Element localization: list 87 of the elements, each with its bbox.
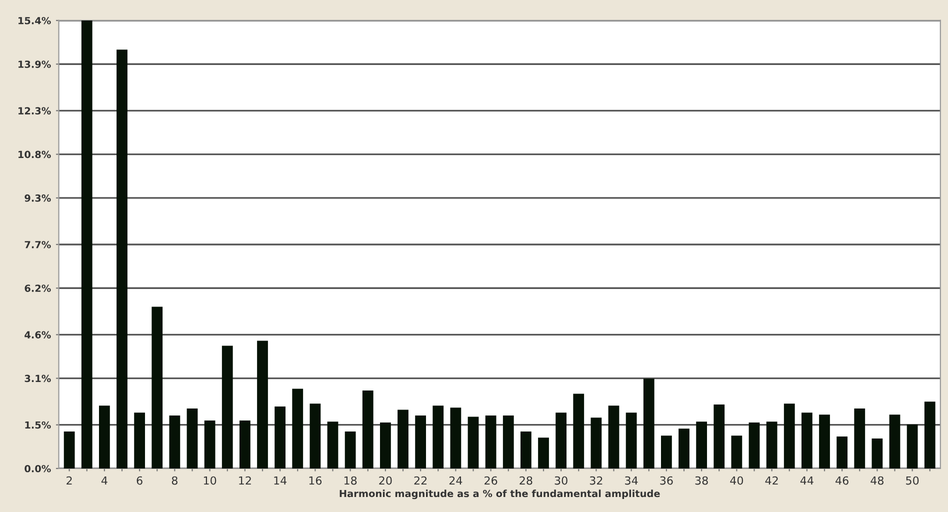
bar — [450, 408, 462, 468]
bar — [152, 306, 163, 468]
x-tick-label: 22 — [414, 476, 427, 485]
bar — [731, 436, 742, 468]
bar — [468, 416, 479, 468]
y-tick-label: 12.3% — [18, 107, 51, 114]
bar — [678, 428, 690, 468]
bar — [239, 420, 250, 468]
y-tick-label: 3.1% — [24, 374, 51, 382]
bar — [924, 402, 936, 468]
bar — [643, 378, 654, 468]
bar — [573, 394, 584, 468]
x-tick-label: 36 — [660, 476, 673, 485]
y-tick-label: 4.6% — [24, 331, 51, 338]
bar — [801, 412, 812, 468]
x-tick-label: 46 — [836, 476, 848, 485]
bar — [626, 412, 637, 468]
bar — [660, 436, 672, 468]
bar — [714, 404, 725, 468]
x-tick-label: 48 — [870, 476, 884, 485]
bar — [327, 422, 338, 468]
bar — [362, 390, 374, 468]
x-tick-label: 12 — [239, 476, 251, 485]
bar — [766, 422, 778, 468]
bar — [608, 406, 620, 468]
x-tick-label: 8 — [172, 476, 178, 485]
bar — [784, 404, 795, 468]
bar — [116, 50, 128, 468]
x-tick-label: 24 — [449, 476, 462, 485]
x-tick-label: 14 — [274, 476, 287, 485]
bar — [889, 414, 900, 468]
x-axis-title: Harmonic magnitude as a % of the fundamental amplitude — [340, 490, 660, 500]
x-tick-label: 2 — [66, 476, 72, 485]
bar — [854, 408, 866, 468]
bar — [590, 418, 602, 468]
x-tick-label: 30 — [554, 476, 568, 485]
x-tick-label: 18 — [344, 476, 357, 485]
bar — [485, 416, 496, 468]
y-tick-label: 0.0% — [24, 464, 51, 472]
bar — [257, 340, 268, 468]
x-tick-label: 40 — [730, 476, 744, 485]
bar — [134, 412, 146, 468]
bar — [502, 416, 514, 468]
bar — [556, 412, 567, 468]
x-tick-label: 32 — [590, 476, 602, 485]
x-tick-label: 44 — [800, 476, 814, 485]
x-tick-label: 20 — [379, 476, 392, 485]
x-tick-label: 16 — [309, 476, 322, 485]
bar — [186, 408, 198, 468]
y-tick-label: 15.4% — [18, 16, 51, 24]
x-tick-label: 38 — [695, 476, 708, 485]
bar — [748, 422, 760, 468]
x-tick-label: 28 — [520, 476, 532, 485]
bar — [292, 388, 304, 468]
bar — [415, 416, 426, 468]
bar — [344, 432, 356, 468]
bar — [696, 422, 708, 468]
x-tick-label: 10 — [204, 476, 216, 485]
bar — [432, 406, 444, 468]
x-tick-label: 6 — [136, 476, 142, 485]
x-tick-label: 42 — [765, 476, 778, 485]
bar — [274, 406, 286, 468]
bar — [398, 410, 408, 468]
y-tick-label: 9.3% — [24, 194, 51, 202]
bar — [169, 416, 180, 468]
bar — [520, 432, 532, 468]
bar — [380, 422, 391, 468]
bar — [538, 438, 549, 468]
bar — [222, 346, 233, 468]
bar — [836, 436, 848, 468]
bar — [204, 420, 216, 468]
bar — [64, 432, 75, 468]
y-tick-label: 7.7% — [24, 240, 51, 248]
y-tick-label: 10.8% — [18, 150, 51, 158]
bar — [906, 424, 918, 468]
y-tick-label: 13.9% — [18, 60, 51, 68]
bar — [98, 406, 110, 468]
bar — [81, 20, 92, 468]
bar — [310, 404, 321, 468]
y-tick-label: 1.5% — [25, 421, 51, 429]
x-tick-label: 34 — [625, 476, 638, 485]
x-tick-label: 50 — [906, 476, 919, 485]
x-tick-label: 26 — [484, 476, 498, 485]
bar — [819, 414, 830, 468]
bar — [872, 438, 883, 468]
y-tick-label: 6.2% — [24, 284, 51, 292]
x-tick-label: 4 — [101, 476, 108, 485]
